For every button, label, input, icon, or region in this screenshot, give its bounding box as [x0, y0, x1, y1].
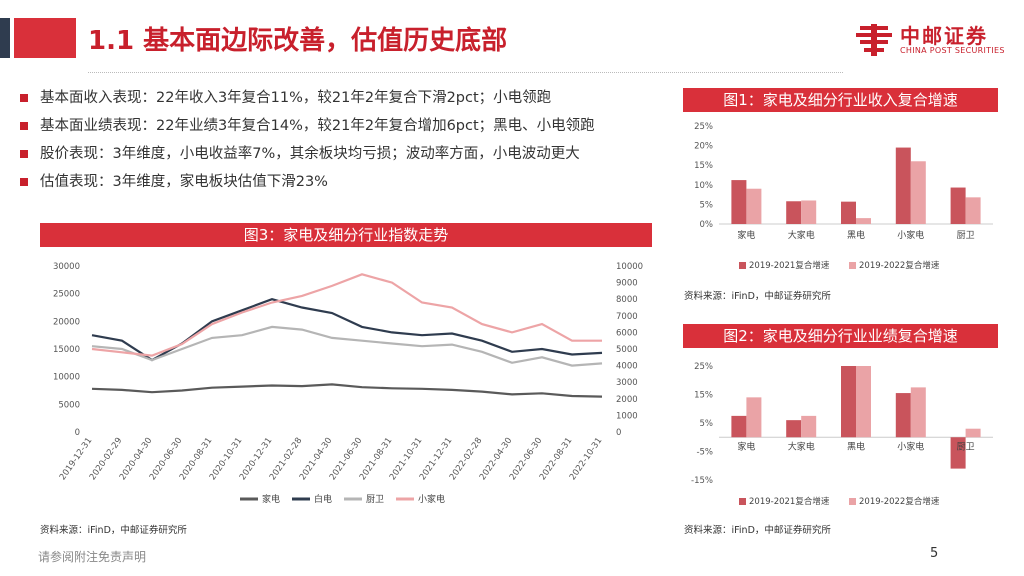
y-tick-label: 0% [700, 220, 714, 230]
legend-label: 小家电 [418, 493, 445, 505]
bullet-item: 股价表现：3年维度，小电收益率7%，其余板块均亏损；波动率方面，小电波动更大 [18, 143, 688, 171]
bar [856, 218, 871, 224]
bar [895, 147, 911, 224]
y-left-tick-label: 30000 [53, 262, 80, 272]
chart3-line-chart: 0 5000 10000 15000 20000 25000 30000 0 1000 2000 3… [53, 262, 643, 505]
bar [965, 197, 981, 224]
category-label: 家电 [737, 440, 755, 452]
legend-label: 白电 [314, 493, 332, 505]
page-number: 5 [930, 546, 939, 561]
chart1-source: 资料来源：iFinD，中邮证券研究所 [684, 291, 831, 302]
chart2-title: 图2：家电及细分行业业绩复合增速 [683, 324, 998, 348]
bar [746, 188, 762, 224]
bullet-list: 基本面收入表现：22年收入3年复合11%，较21年2年复合下滑2pct；小电领跑… [18, 87, 688, 199]
y-right-tick-label: 6000 [616, 328, 638, 338]
y-left-tick-label: 25000 [53, 290, 80, 300]
y-tick-label: 15% [694, 161, 713, 171]
company-logo: 中邮证券 CHINA POST SECURITIES [854, 20, 1014, 60]
y-tick-label: 20% [694, 142, 713, 152]
china-post-logo-icon [856, 24, 892, 56]
chart2-bar-chart: -15% -5% 5% 15% 25% 家电 大家电 黑电 小家电 厨卫 2019-2021复合增速… [691, 362, 993, 507]
series-line [91, 273, 602, 357]
bar [910, 387, 926, 438]
y-left-tick-label: 15000 [53, 345, 80, 355]
legend-label: 厨卫 [366, 494, 384, 505]
y-left-tick-label: 0 [75, 428, 80, 438]
bar [841, 366, 856, 438]
legend-label: 2019-2021复合增速 [749, 496, 830, 507]
y-right-tick-label: 8000 [616, 295, 638, 305]
bar [801, 415, 817, 438]
chart1-title: 图1：家电及细分行业收入复合增速 [683, 88, 998, 112]
chart2-source: 资料来源：iFinD，中邮证券研究所 [684, 525, 831, 536]
chart1-bar-chart: 0% 5% 10% 15% 20% 25% 家电 大家电 黑电 小家电 厨卫 2019-2021复合增… [694, 122, 993, 271]
legend-label: 家电 [262, 493, 280, 505]
category-label: 大家电 [788, 440, 815, 452]
category-label: 黑电 [847, 229, 865, 241]
series-line [91, 325, 603, 367]
legend-label: 2019-2022复合增速 [859, 260, 940, 271]
y-right-tick-label: 9000 [616, 279, 638, 289]
y-right-tick-label: 5000 [616, 345, 638, 355]
series-line [91, 383, 603, 398]
logo-text-en: CHINA POST SECURITIES [900, 46, 1005, 55]
header-accent-dark [0, 18, 10, 58]
y-tick-label: 5% [700, 419, 714, 429]
category-label: 厨卫 [957, 441, 975, 452]
bar [965, 428, 981, 438]
category-label: 黑电 [847, 440, 865, 452]
y-right-tick-label: 10000 [616, 262, 643, 272]
legend-swatch [739, 262, 746, 269]
category-label: 厨卫 [957, 230, 975, 241]
y-left-tick-label: 20000 [53, 317, 80, 327]
bar [786, 420, 802, 438]
y-tick-label: 15% [694, 391, 713, 401]
bar [950, 437, 966, 469]
bar [895, 393, 911, 438]
category-label: 小家电 [897, 440, 924, 452]
bar [786, 201, 802, 224]
y-tick-label: -15% [691, 476, 713, 486]
header-divider [88, 72, 843, 73]
bullet-item: 估值表现：3年维度，家电板块估值下滑23% [18, 171, 688, 199]
bar [856, 366, 871, 438]
header-accent-red [14, 18, 76, 58]
bar [910, 161, 926, 224]
bullet-item: 基本面收入表现：22年收入3年复合11%，较21年2年复合下滑2pct；小电领跑 [18, 87, 688, 115]
y-left-tick-label: 5000 [58, 400, 80, 410]
bullet-item: 基本面业绩表现：22年业绩3年复合14%，较21年2年复合增加6pct；黑电、小… [18, 115, 688, 143]
bar [950, 187, 966, 224]
y-tick-label: 25% [694, 362, 713, 372]
category-label: 大家电 [788, 229, 815, 241]
bar [746, 397, 762, 438]
y-tick-label: -5% [696, 448, 713, 458]
legend-swatch [739, 498, 746, 505]
logo-text-cn: 中邮证券 [900, 24, 988, 48]
y-right-tick-label: 4000 [616, 362, 638, 372]
y-left-tick-label: 10000 [53, 373, 80, 383]
chart3-title: 图3：家电及细分行业指数走势 [40, 223, 652, 247]
y-right-tick-label: 0 [616, 428, 621, 438]
y-right-tick-label: 1000 [616, 411, 638, 421]
legend-label: 2019-2021复合增速 [749, 260, 830, 271]
y-right-tick-label: 7000 [616, 312, 638, 322]
category-label: 家电 [737, 229, 755, 241]
chart3-source: 资料来源：iFinD，中邮证券研究所 [40, 525, 187, 536]
y-right-tick-label: 2000 [616, 395, 638, 405]
bar [841, 201, 856, 224]
y-tick-label: 25% [694, 122, 713, 132]
y-right-tick-label: 3000 [616, 378, 638, 388]
bar [731, 180, 747, 224]
legend-swatch [849, 262, 856, 269]
footer-disclaimer: 请参阅附注免责声明 [38, 550, 147, 564]
y-tick-label: 5% [700, 200, 714, 210]
y-tick-label: 10% [694, 181, 713, 191]
bar [801, 200, 817, 224]
page-title: 1.1 基本面边际改善，估值历史底部 [88, 26, 508, 56]
bar [731, 415, 747, 438]
legend-label: 2019-2022复合增速 [859, 496, 940, 507]
category-label: 小家电 [897, 229, 924, 241]
legend-swatch [849, 498, 856, 505]
